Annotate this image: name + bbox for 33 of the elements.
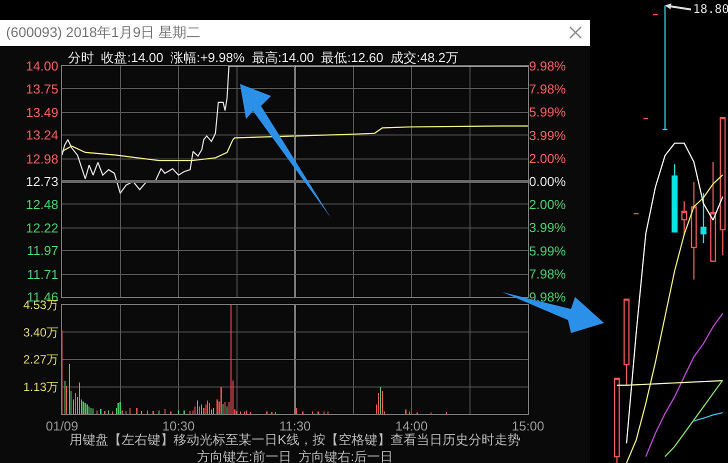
y-tick-label: 12.48 (26, 196, 58, 212)
y-tick-label: 13.75 (26, 81, 58, 96)
x-tick-label: 14:00 (395, 418, 428, 434)
y-tick-label: 3.40万 (23, 325, 59, 340)
x-tick-label: 10:30 (162, 418, 195, 434)
x-tick-label: 11:30 (279, 418, 311, 434)
y-tick-label: 11.97 (26, 243, 58, 258)
x-tick-label: 01/09 (46, 418, 78, 434)
y-tick-label: 13.49 (26, 104, 58, 120)
y-tick-label: 12.22 (26, 220, 58, 236)
y-tick-label: 13.24 (26, 128, 58, 143)
text: 2.00% (529, 150, 566, 166)
y-tick-label: 12.98 (26, 151, 58, 166)
text: 2.00% (529, 197, 566, 212)
text: 3.99% (529, 128, 566, 143)
text: 用键盘【左右键】移动光标至某一日K线，按【空格键】查看当日历史分时走势 (68, 431, 522, 449)
text: 9.98% (529, 58, 566, 74)
x-tick-label: 15:00 (512, 418, 544, 434)
y-tick-label: 11.71 (26, 266, 58, 282)
text: 方向键左:前一日 方向键右:后一日 (196, 448, 394, 463)
text: 5.99% (529, 243, 566, 258)
y-tick-label: 1.13万 (23, 380, 59, 394)
annotation: 18.80 (693, 2, 728, 16)
text: 3.99% (529, 220, 566, 236)
chart-title: (600093) 2018年1月9日 星期二 (6, 24, 201, 42)
text: 5.99% (529, 104, 566, 120)
y-tick-label: 14.00 (26, 58, 58, 74)
y-tick-label: 2.27万 (23, 352, 59, 367)
text: 7.98% (529, 266, 566, 282)
text: 0.00% (529, 174, 566, 190)
text: 7.98% (529, 82, 566, 97)
y-tick-label: 12.73 (26, 174, 58, 190)
chart-subtitle: 分时 收盘:14.00 涨幅:+9.98% 最高:14.00 最低:12.60 成交:48.2万 (68, 49, 459, 67)
